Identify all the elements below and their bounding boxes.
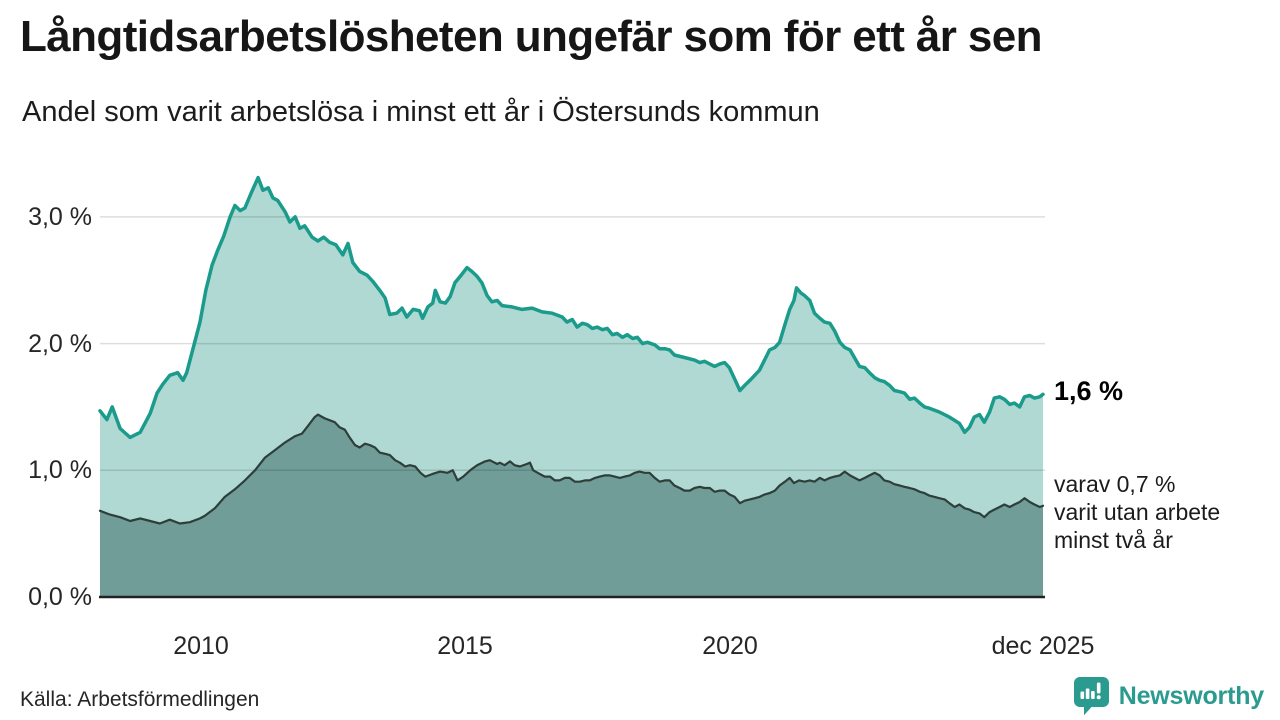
- brand-logo: Newsworthy: [1073, 676, 1264, 716]
- page-subtitle: Andel som varit arbetslösa i minst ett å…: [22, 96, 820, 128]
- series-line-one-year: [98, 175, 1045, 440]
- secondary-series-note: varav 0,7 % varit utan arbete minst två …: [1054, 470, 1220, 554]
- x-tick-label: 2020: [702, 632, 758, 660]
- y-tick-label: 1,0 %: [28, 456, 92, 485]
- page-title: Långtidsarbetslösheten ungefär som för e…: [20, 12, 1043, 61]
- series-line-two-years: [98, 413, 1045, 525]
- x-tick-label: 2010: [173, 632, 229, 660]
- note-line: minst två år: [1054, 527, 1173, 553]
- x-tick-label: 2015: [437, 632, 493, 660]
- latest-value-label: 1,6 %: [1054, 376, 1124, 406]
- y-tick-label: 0,0 %: [28, 583, 92, 611]
- y-tick-label: 3,0 %: [28, 202, 92, 231]
- note-line: varit utan arbete: [1054, 499, 1221, 525]
- y-tick-label: 2,0 %: [28, 329, 92, 358]
- note-line: varav 0,7 %: [1054, 471, 1176, 497]
- source-note: Källa: Arbetsförmedlingen: [20, 688, 260, 711]
- newsworthy-icon: [1073, 676, 1110, 716]
- series-area-two-years: [100, 414, 1043, 597]
- brand-name: Newsworthy: [1118, 681, 1264, 710]
- x-tick-label: dec 2025: [991, 632, 1095, 660]
